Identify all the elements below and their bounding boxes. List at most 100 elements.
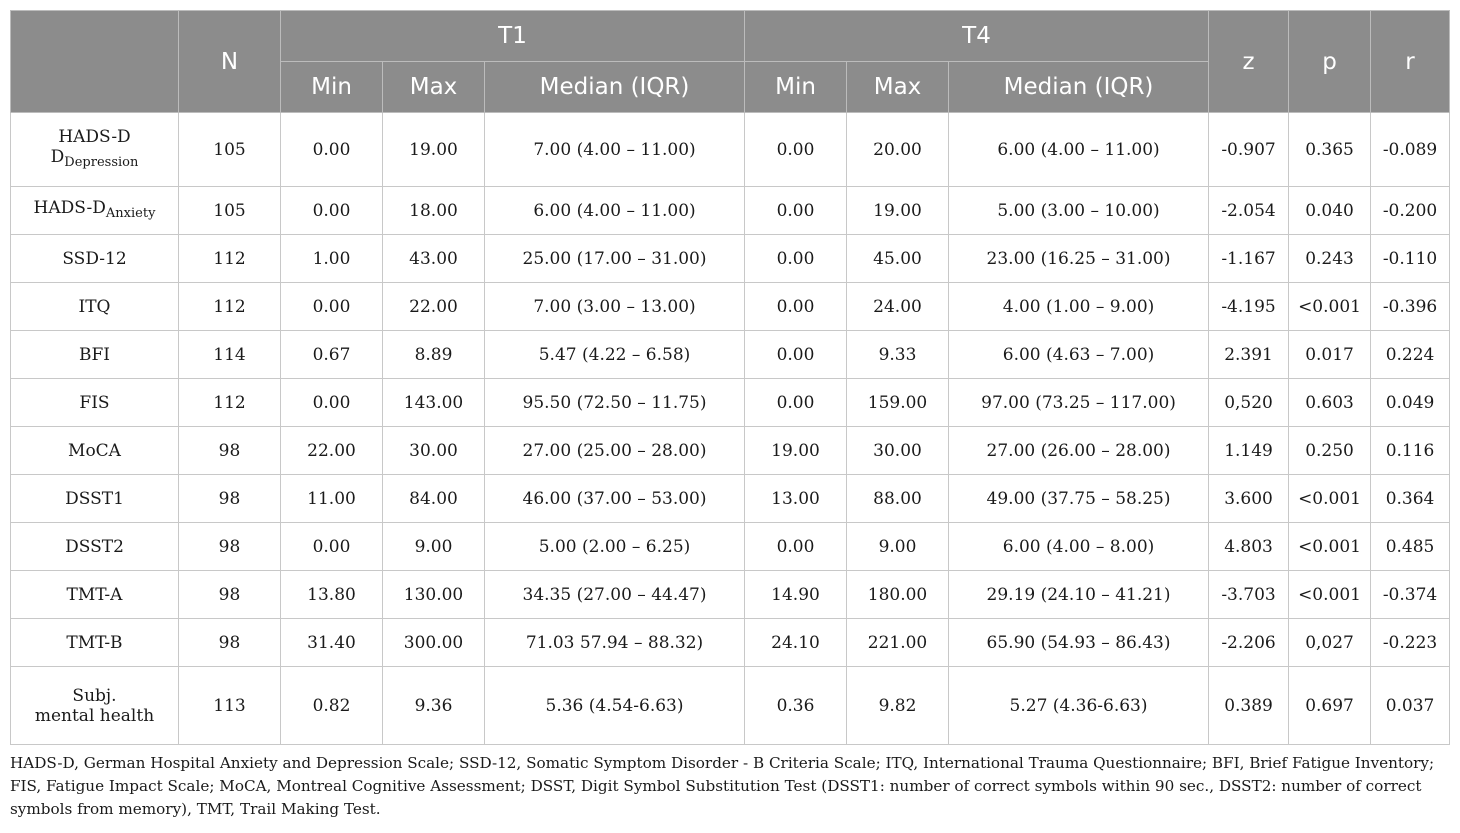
label-main: HADS-D — [33, 197, 106, 218]
cell-z: 0.389 — [1208, 666, 1290, 745]
table-row: FIS 112 0.00 143.00 95.50 (72.50 – 11.75… — [10, 378, 1451, 427]
cell-t1-min: 0.00 — [280, 282, 383, 331]
table-row: Subj. mental health 113 0.82 9.36 5.36 (4… — [10, 666, 1451, 745]
cell-p: 0.697 — [1288, 666, 1372, 745]
cell-t1-max: 19.00 — [382, 112, 485, 187]
cell-r: 0.364 — [1370, 474, 1451, 523]
cell-t4-median: 6.00 (4.63 – 7.00) — [948, 330, 1210, 379]
cell-r: 0.037 — [1370, 666, 1451, 745]
cell-t1-min: 0.00 — [280, 112, 383, 187]
row-label: FIS — [10, 378, 179, 427]
label-sub: Depression — [64, 154, 139, 170]
cell-t4-min: 0.00 — [744, 112, 848, 187]
cell-p: <0.001 — [1288, 474, 1372, 523]
cell-p: 0.603 — [1288, 378, 1372, 427]
cell-n: 113 — [178, 666, 281, 745]
cell-t1-median: 6.00 (4.00 – 11.00) — [483, 186, 746, 235]
cell-t1-max: 8.89 — [382, 330, 485, 379]
cell-t1-min: 0.82 — [280, 666, 383, 745]
label-main: HADS-D — [58, 126, 131, 147]
cell-t4-min: 0.00 — [744, 186, 848, 235]
cell-n: 112 — [178, 234, 281, 283]
cell-p: 0.250 — [1288, 426, 1372, 475]
cell-t1-max: 43.00 — [382, 234, 485, 283]
cell-t4-min: 13.00 — [744, 474, 848, 523]
row-label: HADS-D DDepression — [10, 112, 179, 187]
cell-t4-max: 19.00 — [846, 186, 950, 235]
cell-t1-min: 13.80 — [280, 570, 383, 619]
header-t4-min: Min — [744, 61, 848, 113]
row-label: TMT-A — [10, 570, 179, 619]
cell-p: 0.243 — [1288, 234, 1372, 283]
table-row: BFI 114 0.67 8.89 5.47 (4.22 – 6.58) 0.0… — [10, 330, 1451, 379]
row-label: ITQ — [10, 282, 179, 331]
cell-z: 1.149 — [1208, 426, 1290, 475]
header-p: p — [1288, 10, 1372, 113]
label-line2: mental health — [34, 705, 155, 726]
cell-r: -0.223 — [1370, 618, 1451, 667]
cell-r: -0.110 — [1370, 234, 1451, 283]
cell-r: 0.485 — [1370, 522, 1451, 571]
cell-t4-max: 159.00 — [846, 378, 950, 427]
cell-p: 0.040 — [1288, 186, 1372, 235]
cell-t1-max: 18.00 — [382, 186, 485, 235]
cell-z: 4.803 — [1208, 522, 1290, 571]
cell-n: 98 — [178, 426, 281, 475]
cell-t4-median: 5.27 (4.36-6.63) — [948, 666, 1210, 745]
cell-p: <0.001 — [1288, 282, 1372, 331]
cell-z: -2.206 — [1208, 618, 1290, 667]
cell-t1-max: 84.00 — [382, 474, 485, 523]
table-row: TMT-A 98 13.80 130.00 34.35 (27.00 – 44.… — [10, 570, 1451, 619]
cell-p: 0.365 — [1288, 112, 1372, 187]
cell-t4-min: 19.00 — [744, 426, 848, 475]
cell-t4-median: 27.00 (26.00 – 28.00) — [948, 426, 1210, 475]
cell-z: 0,520 — [1208, 378, 1290, 427]
header-t1-min: Min — [280, 61, 383, 113]
row-label: SSD-12 — [10, 234, 179, 283]
cell-t4-min: 0.00 — [744, 522, 848, 571]
cell-r: 0.049 — [1370, 378, 1451, 427]
cell-z: -4.195 — [1208, 282, 1290, 331]
table-row: SSD-12 112 1.00 43.00 25.00 (17.00 – 31.… — [10, 234, 1451, 283]
cell-n: 112 — [178, 378, 281, 427]
header-n: N — [178, 10, 281, 113]
table-row: HADS-DAnxiety 105 0.00 18.00 6.00 (4.00 … — [10, 186, 1451, 235]
cell-t4-min: 0.00 — [744, 234, 848, 283]
cell-n: 105 — [178, 186, 281, 235]
cell-t4-min: 24.10 — [744, 618, 848, 667]
cell-z: 3.600 — [1208, 474, 1290, 523]
cell-p: <0.001 — [1288, 570, 1372, 619]
cell-n: 98 — [178, 618, 281, 667]
cell-p: 0.017 — [1288, 330, 1372, 379]
cell-t4-median: 6.00 (4.00 – 8.00) — [948, 522, 1210, 571]
cell-t1-max: 9.00 — [382, 522, 485, 571]
label-subscript-d: D — [50, 146, 65, 167]
cell-t1-median: 5.36 (4.54-6.63) — [483, 666, 746, 745]
row-label: Subj. mental health — [10, 666, 179, 745]
cell-t4-median: 5.00 (3.00 – 10.00) — [948, 186, 1210, 235]
row-label: HADS-DAnxiety — [10, 186, 179, 235]
cell-z: -0.907 — [1208, 112, 1290, 187]
cell-t1-min: 0.00 — [280, 378, 383, 427]
header-row-1: N T1 T4 z p r — [10, 10, 1451, 113]
header-z: z — [1208, 10, 1290, 113]
cell-t4-median: 6.00 (4.00 – 11.00) — [948, 112, 1210, 187]
cell-z: -1.167 — [1208, 234, 1290, 283]
cell-t4-min: 14.90 — [744, 570, 848, 619]
header-t1: T1 — [279, 10, 746, 62]
cell-t4-max: 180.00 — [846, 570, 950, 619]
row-label: MoCA — [10, 426, 179, 475]
cell-p: <0.001 — [1288, 522, 1372, 571]
cell-t4-min: 0.00 — [744, 282, 848, 331]
cell-t1-median: 7.00 (4.00 – 11.00) — [483, 112, 746, 187]
row-label: BFI — [10, 330, 179, 379]
cell-t1-median: 27.00 (25.00 – 28.00) — [483, 426, 746, 475]
results-table-figure: N T1 T4 z p r Min Max Median (IQR) Min M… — [10, 10, 1451, 821]
cell-n: 105 — [178, 112, 281, 187]
cell-t4-median: 49.00 (37.75 – 58.25) — [948, 474, 1210, 523]
label-line1: Subj. — [72, 685, 117, 706]
cell-r: -0.396 — [1370, 282, 1451, 331]
cell-t4-median: 65.90 (54.93 – 86.43) — [948, 618, 1210, 667]
row-label: TMT-B — [10, 618, 179, 667]
header-blank — [10, 10, 179, 113]
